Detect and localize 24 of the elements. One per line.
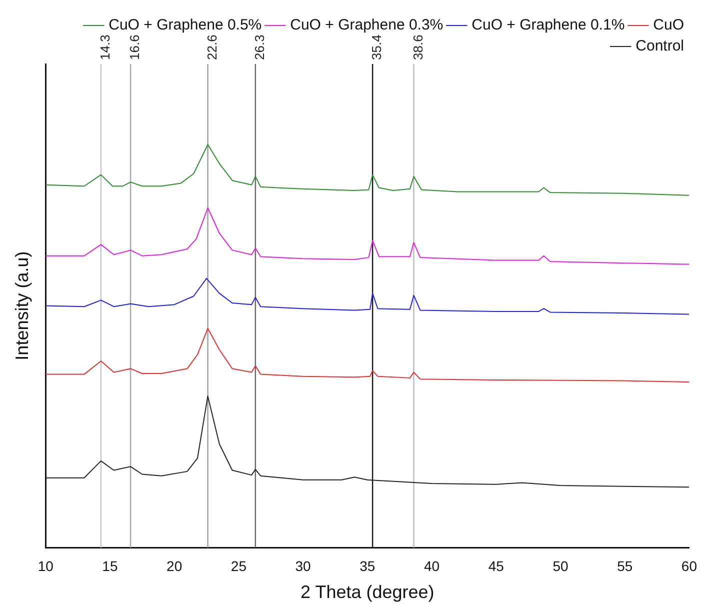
legend-label: CuO + Graphene 0.3% (290, 16, 444, 34)
legend-label: CuO + Graphene 0.1% (472, 16, 625, 34)
legend-label: Control (636, 38, 684, 55)
ref-line-label: 22.6 (204, 34, 220, 60)
x-tick-label: 35 (360, 558, 376, 574)
ref-line-label: 26.3 (252, 34, 267, 60)
x-axis-title: 2 Theta (degree) (300, 582, 434, 602)
x-tick-label: 55 (617, 558, 633, 574)
x-tick-label: 20 (166, 558, 182, 574)
x-tick-label: 15 (102, 558, 118, 574)
x-tick-label: 50 (552, 558, 568, 574)
ref-line-label: 16.6 (127, 34, 142, 60)
ref-line-label: 35.4 (369, 34, 384, 60)
ref-line-label: 14.3 (98, 34, 113, 60)
ref-line-label: 38.6 (410, 34, 426, 60)
x-tick-label: 40 (424, 558, 440, 574)
x-tick-label: 25 (230, 558, 247, 574)
x-tick-label: 60 (681, 558, 698, 574)
y-axis-title: Intensity (a.u) (12, 251, 32, 360)
x-tick-label: 10 (38, 558, 54, 574)
legend-label: CuO + Graphene 0.5% (108, 16, 262, 34)
x-tick-label: 45 (488, 558, 504, 574)
x-tick-label: 30 (295, 558, 312, 574)
legend-label: CuO (653, 16, 684, 34)
